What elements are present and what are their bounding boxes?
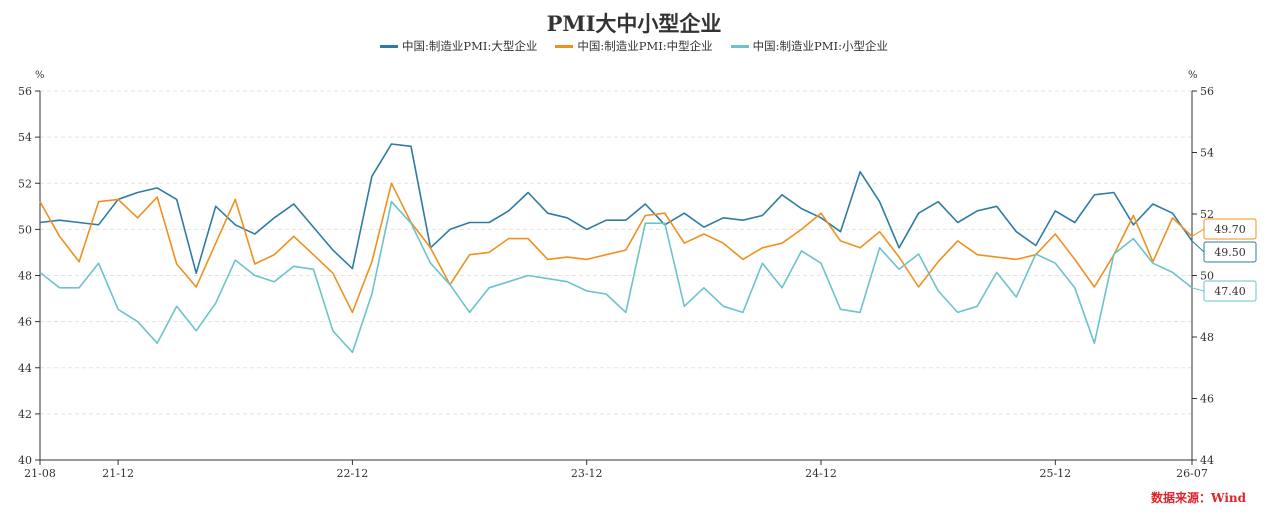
- legend-item-small[interactable]: 中国:制造业PMI:小型企业: [730, 38, 888, 54]
- right-tick-label: 56: [1200, 85, 1214, 98]
- left-tick-label: 56: [18, 85, 32, 98]
- left-tick-label: 50: [18, 223, 32, 236]
- left-axis-unit: %: [35, 70, 45, 81]
- left-tick-label: 42: [18, 408, 32, 421]
- legend-item-medium[interactable]: 中国:制造业PMI:中型企业: [555, 38, 713, 54]
- right-tick-label: 52: [1200, 208, 1214, 221]
- left-tick-label: 40: [18, 454, 32, 467]
- right-tick-label: 50: [1200, 270, 1214, 283]
- x-tick-label: 26-07: [1176, 467, 1208, 480]
- left-tick-label: 46: [18, 316, 32, 329]
- x-tick-label: 22-12: [337, 467, 369, 480]
- chart-title: PMI大中小型企业: [546, 11, 722, 36]
- series-line-2: [39, 200, 1193, 354]
- legend-label-medium: 中国:制造业PMI:中型企业: [577, 39, 713, 53]
- end-label-connector: [1191, 228, 1205, 237]
- legend-swatch-large: [380, 44, 399, 48]
- right-tick-label: 54: [1200, 147, 1214, 160]
- end-label-connector: [1191, 287, 1205, 292]
- legend-label-large: 中国:制造业PMI:大型企业: [402, 39, 538, 53]
- end-label-box: [1203, 218, 1257, 240]
- end-value-label: 49.50: [1214, 246, 1246, 259]
- x-tick-label: 24-12: [805, 467, 837, 480]
- end-label-box: [1203, 280, 1257, 302]
- x-tick-label: 25-12: [1039, 467, 1071, 480]
- series-line-1: [39, 182, 1193, 314]
- legend-swatch-small: [730, 44, 749, 48]
- left-tick-label: 54: [18, 131, 32, 144]
- right-tick-label: 46: [1200, 393, 1214, 406]
- end-label-box: [1203, 241, 1257, 263]
- data-source: 数据来源：Wind: [1151, 491, 1246, 505]
- x-tick-label: 21-08: [24, 467, 56, 480]
- legend: 中国:制造业PMI:大型企业 中国:制造业PMI:中型企业 中国:制造业PMI:…: [0, 38, 1268, 54]
- legend-label-small: 中国:制造业PMI:小型企业: [752, 39, 888, 53]
- legend-item-large[interactable]: 中国:制造业PMI:大型企业: [380, 38, 537, 54]
- end-value-label: 49.70: [1214, 223, 1246, 236]
- x-tick-label: 21-12: [102, 467, 134, 480]
- right-tick-label: 48: [1200, 331, 1214, 344]
- end-value-label: 47.40: [1214, 285, 1246, 298]
- x-tick-label: 23-12: [571, 467, 603, 480]
- legend-swatch-medium: [555, 44, 574, 48]
- right-tick-label: 44: [1200, 454, 1214, 467]
- right-axis-unit: %: [1188, 70, 1198, 81]
- left-tick-label: 48: [18, 270, 32, 283]
- left-tick-label: 44: [18, 362, 32, 375]
- series-line-0: [39, 143, 1193, 275]
- end-label-connector: [1191, 240, 1205, 253]
- left-tick-label: 52: [18, 177, 32, 190]
